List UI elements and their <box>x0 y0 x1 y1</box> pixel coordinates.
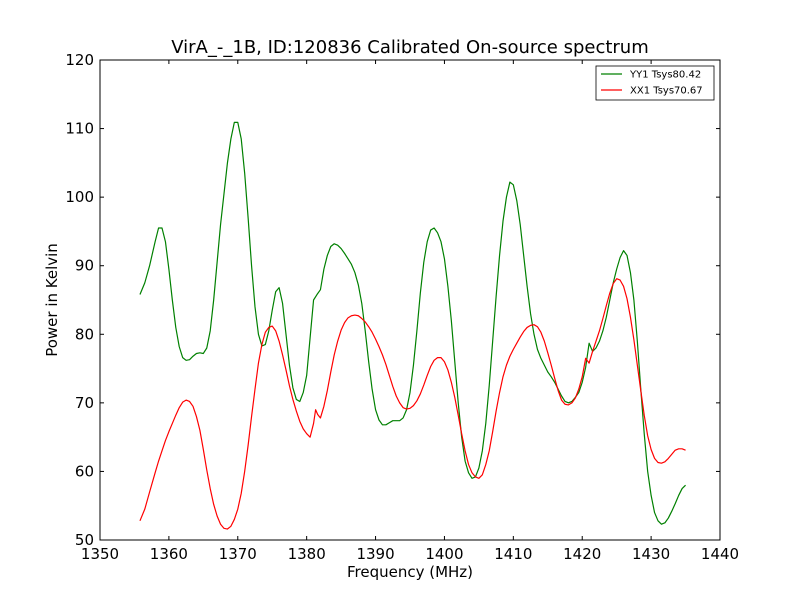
x-tick-label: 1420 <box>563 545 601 563</box>
legend-label-yy1: YY1 Tsys80.42 <box>629 70 701 81</box>
legend: YY1 Tsys80.42 XX1 Tsys70.67 <box>595 65 715 101</box>
legend-box <box>595 65 715 101</box>
x-tick-label: 1390 <box>356 545 394 563</box>
legend-label-xx1: XX1 Tsys70.67 <box>630 86 703 97</box>
ticks-layer: 1350 1360 1370 1380 1390 1400 1410 1420 1430 1440… <box>65 51 739 563</box>
x-tick-label: 1380 <box>288 545 326 563</box>
series-line-xx1 <box>139 278 686 530</box>
series-line-yy1 <box>139 121 686 525</box>
x-tick-label: 1350 <box>81 545 119 563</box>
y-tick-label: 120 <box>65 51 94 69</box>
x-tick-label: 1400 <box>425 545 463 563</box>
x-tick-label: 1370 <box>219 545 257 563</box>
y-tick-label: 70 <box>75 394 94 412</box>
y-tick-label: 110 <box>65 120 94 138</box>
plot-area <box>100 60 720 540</box>
x-tick-label: 1430 <box>632 545 670 563</box>
y-tick-label: 90 <box>75 257 94 275</box>
x-tick-label: 1440 <box>701 545 739 563</box>
x-axis-label: Frequency (MHz) <box>347 563 473 581</box>
x-tick-label: 1360 <box>150 545 188 563</box>
y-axis-label: Power in Kelvin <box>43 243 61 357</box>
y-tick-label: 100 <box>65 188 94 206</box>
y-tick-label: 50 <box>75 531 94 549</box>
y-tick-label: 80 <box>75 325 94 343</box>
series-layer <box>139 121 686 530</box>
y-tick-label: 60 <box>75 462 94 480</box>
chart-title: VirA_-_1B, ID:120836 Calibrated On-sourc… <box>171 37 649 58</box>
x-tick-label: 1410 <box>494 545 532 563</box>
axes-frame <box>99 59 721 541</box>
